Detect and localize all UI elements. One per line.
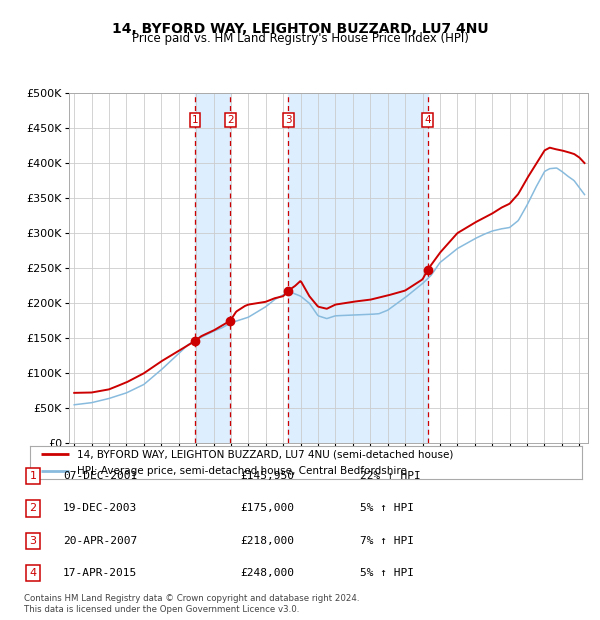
Text: 1: 1 <box>191 115 198 125</box>
Text: 2: 2 <box>227 115 233 125</box>
Text: 3: 3 <box>29 536 37 546</box>
Text: 3: 3 <box>285 115 292 125</box>
Text: 2: 2 <box>29 503 37 513</box>
Text: 7% ↑ HPI: 7% ↑ HPI <box>360 536 414 546</box>
Text: Price paid vs. HM Land Registry's House Price Index (HPI): Price paid vs. HM Land Registry's House … <box>131 32 469 45</box>
Text: 4: 4 <box>29 568 37 578</box>
Text: £218,000: £218,000 <box>240 536 294 546</box>
Text: 20-APR-2007: 20-APR-2007 <box>63 536 137 546</box>
Text: 19-DEC-2003: 19-DEC-2003 <box>63 503 137 513</box>
Text: 1: 1 <box>29 471 37 481</box>
Text: HPI: Average price, semi-detached house, Central Bedfordshire: HPI: Average price, semi-detached house,… <box>77 466 407 476</box>
Text: £248,000: £248,000 <box>240 568 294 578</box>
Text: 5% ↑ HPI: 5% ↑ HPI <box>360 503 414 513</box>
Bar <box>195 93 230 443</box>
Text: Contains HM Land Registry data © Crown copyright and database right 2024.: Contains HM Land Registry data © Crown c… <box>24 593 359 603</box>
Text: 14, BYFORD WAY, LEIGHTON BUZZARD, LU7 4NU: 14, BYFORD WAY, LEIGHTON BUZZARD, LU7 4N… <box>112 22 488 36</box>
Text: £145,950: £145,950 <box>240 471 294 481</box>
Bar <box>289 93 428 443</box>
Text: 5% ↑ HPI: 5% ↑ HPI <box>360 568 414 578</box>
Text: 17-APR-2015: 17-APR-2015 <box>63 568 137 578</box>
Text: 07-DEC-2001: 07-DEC-2001 <box>63 471 137 481</box>
Text: This data is licensed under the Open Government Licence v3.0.: This data is licensed under the Open Gov… <box>24 604 299 614</box>
Text: £175,000: £175,000 <box>240 503 294 513</box>
Text: 22% ↑ HPI: 22% ↑ HPI <box>360 471 421 481</box>
Text: 4: 4 <box>424 115 431 125</box>
Text: 14, BYFORD WAY, LEIGHTON BUZZARD, LU7 4NU (semi-detached house): 14, BYFORD WAY, LEIGHTON BUZZARD, LU7 4N… <box>77 450 453 459</box>
